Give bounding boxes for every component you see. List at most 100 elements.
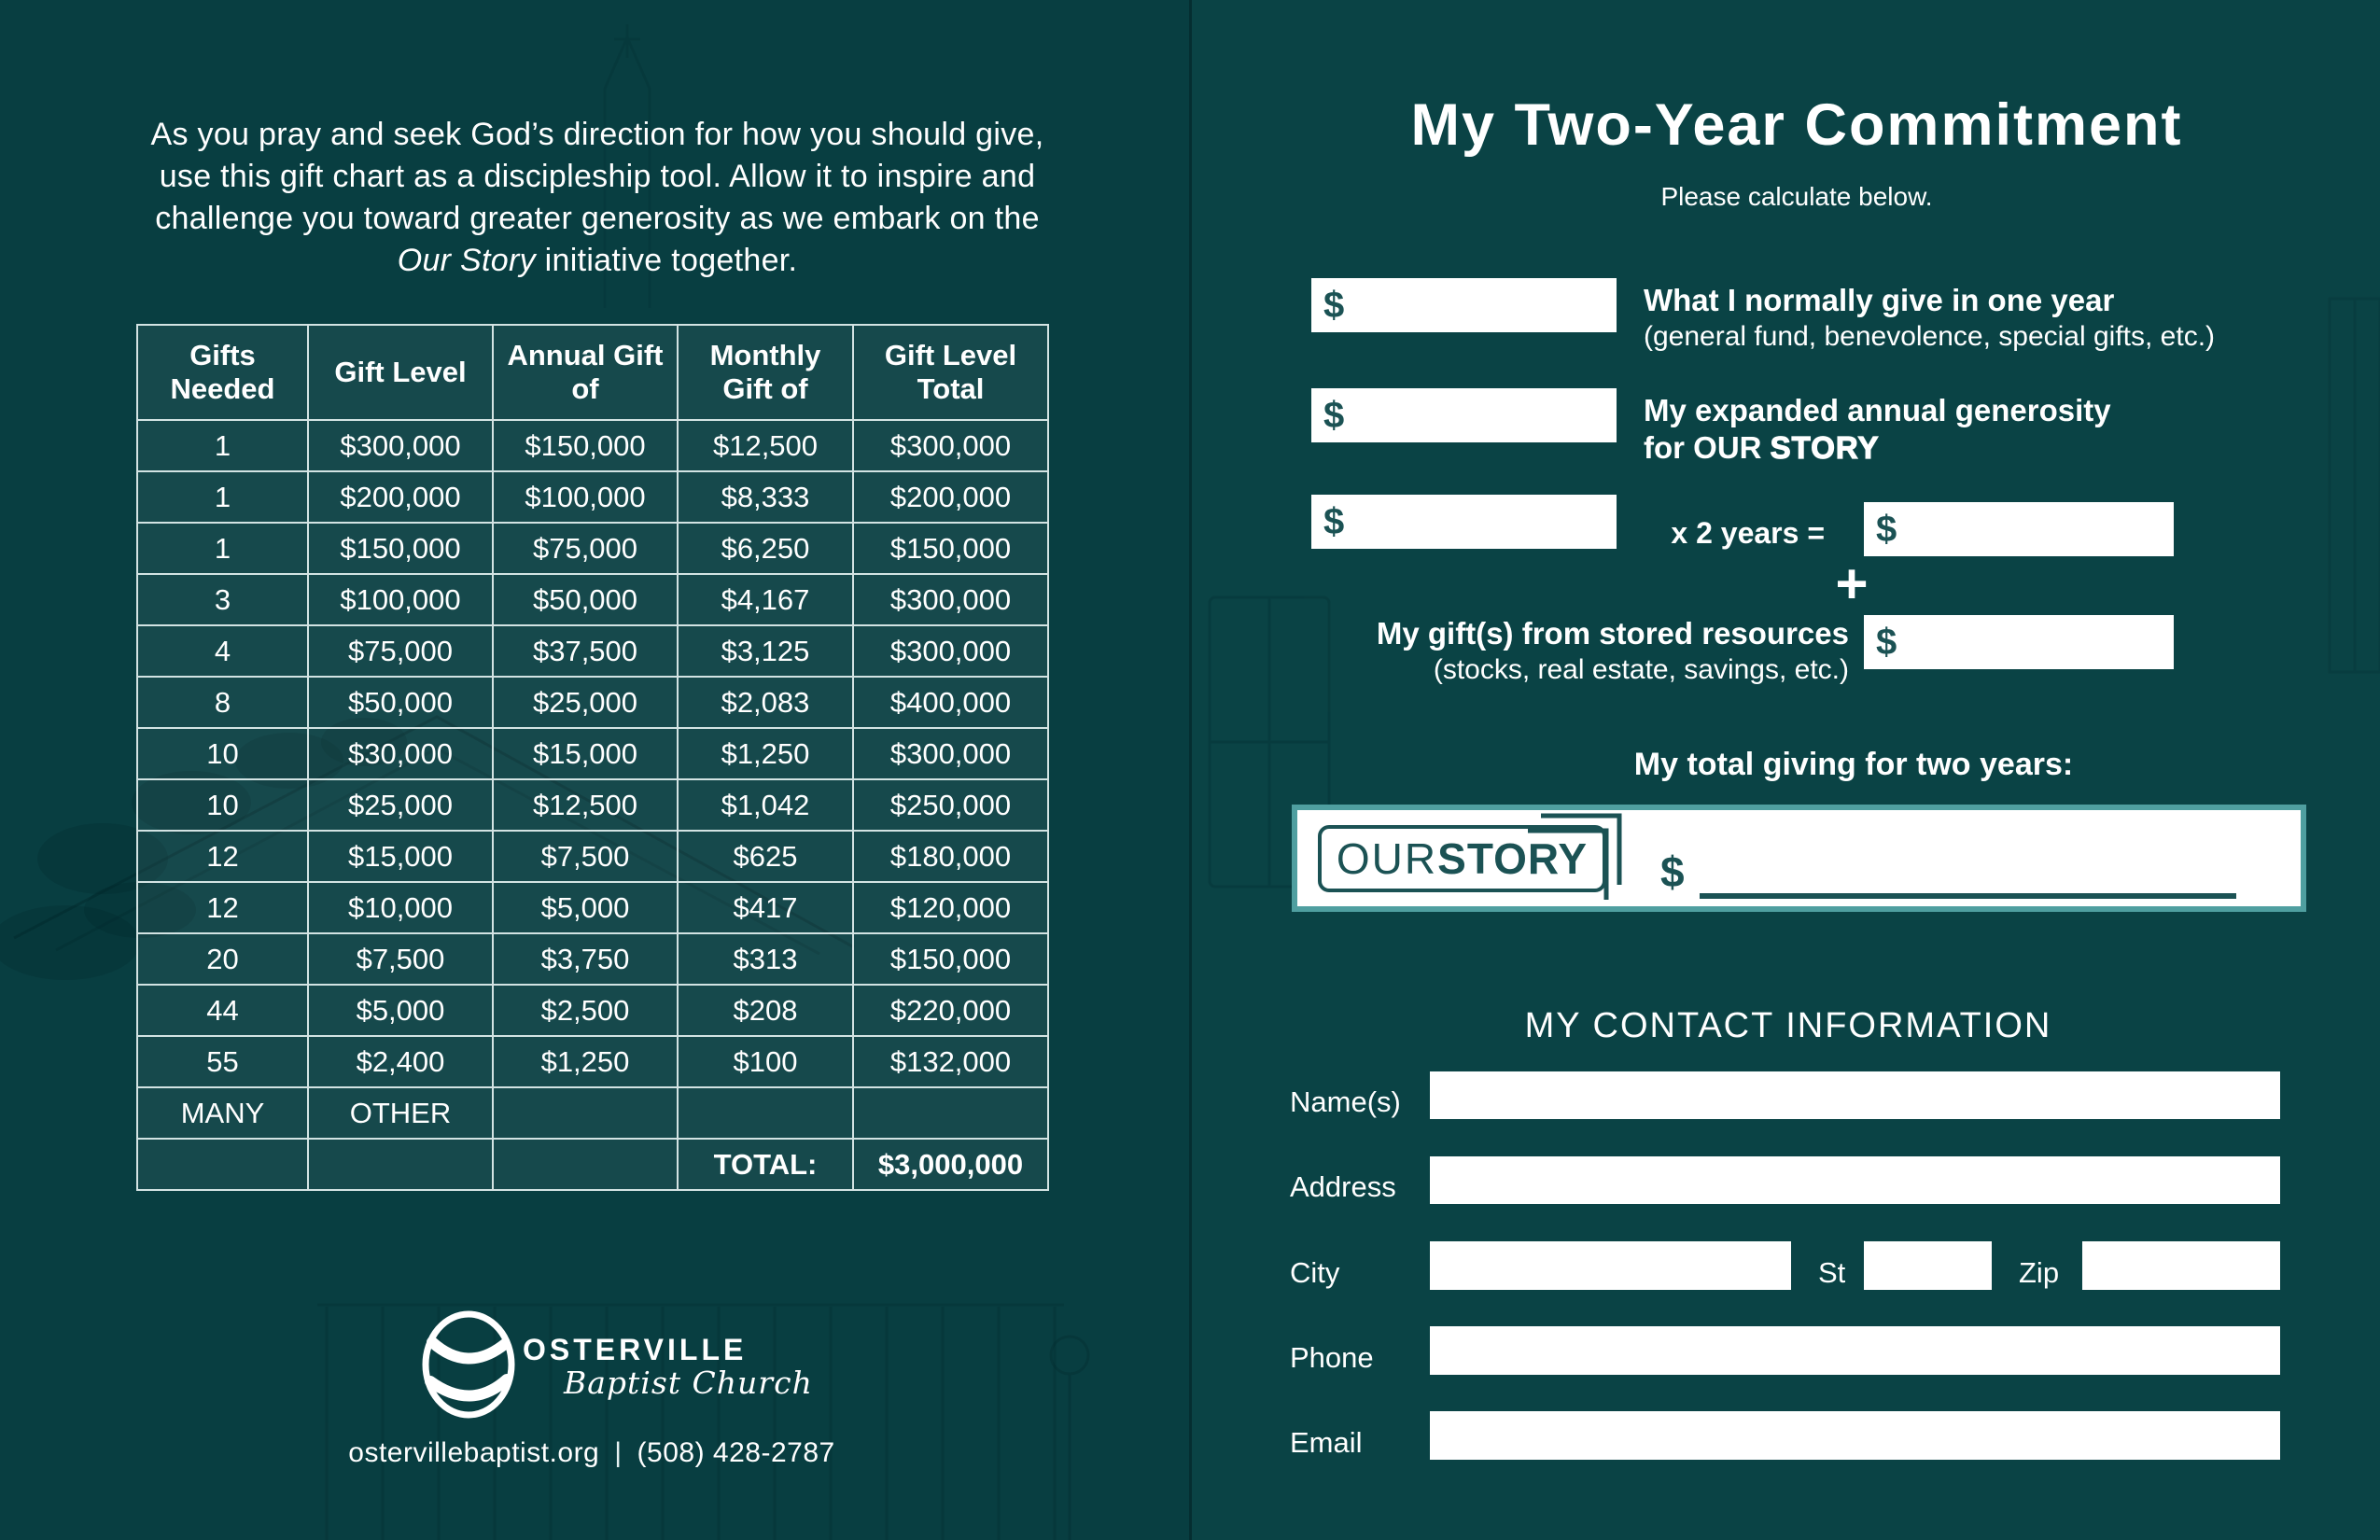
gift-table-row: 1 $300,000 $150,000 $12,500 $300,000 <box>136 419 1049 472</box>
gift-table-cell: $300,000 <box>852 624 1049 678</box>
gift-table-total-row: TOTAL: $3,000,000 <box>136 1138 1049 1191</box>
gift-table-cell: $417 <box>677 881 854 934</box>
label-title-line2: for OUR STORY <box>1644 429 2297 467</box>
gift-table-row: 4 $75,000 $37,500 $3,125 $300,000 <box>136 624 1049 678</box>
gift-table-cell: $150,000 <box>852 932 1049 986</box>
gift-table-row: 1 $150,000 $75,000 $6,250 $150,000 <box>136 522 1049 575</box>
gift-table-cell: $2,500 <box>492 984 679 1037</box>
normal-giving-label: What I normally give in one year (genera… <box>1644 282 2297 354</box>
gift-table-cell: 12 <box>136 830 309 883</box>
intro-paragraph: As you pray and seek God’s direction for… <box>75 114 1120 282</box>
gift-table-cell: 4 <box>136 624 309 678</box>
gift-table-row: 12 $10,000 $5,000 $417 $120,000 <box>136 881 1049 934</box>
gift-table-cell: $300,000 <box>852 419 1049 472</box>
gift-table-cell: $7,500 <box>307 932 494 986</box>
gift-table-cell: $132,000 <box>852 1035 1049 1088</box>
dollar-sign: $ <box>1876 622 1897 663</box>
gift-table-cell: $208 <box>677 984 854 1037</box>
email-field[interactable] <box>1430 1411 2280 1460</box>
gift-table-cell: $625 <box>677 830 854 883</box>
normal-giving-input[interactable] <box>1344 278 1617 332</box>
label-text: for OUR <box>1644 430 1771 465</box>
intro-line: Our Story initiative together. <box>75 240 1120 282</box>
zip-field[interactable] <box>2082 1241 2280 1290</box>
stored-resources-box: $ <box>1864 615 2174 669</box>
page-subtitle: Please calculate below. <box>1660 182 1933 211</box>
name-label: Name(s) <box>1290 1085 1401 1118</box>
contact-information-heading: MY CONTACT INFORMATION <box>1524 1006 2052 1045</box>
gift-table-cell: $4,167 <box>677 573 854 626</box>
name-field[interactable] <box>1430 1071 2280 1119</box>
gift-table-cell: $8,333 <box>677 470 854 524</box>
page-fold-divider <box>1189 0 1192 1540</box>
gift-table-cell: 55 <box>136 1035 309 1088</box>
gift-table-cell: $300,000 <box>307 419 494 472</box>
logo-our-text: OUR <box>1336 833 1438 883</box>
gift-table-cell: $1,250 <box>677 727 854 780</box>
gift-table-cell <box>307 1138 494 1191</box>
gift-table-row: 10 $25,000 $12,500 $1,042 $250,000 <box>136 778 1049 832</box>
two-year-result-input[interactable] <box>1897 502 2174 556</box>
footer-contact-line: ostervillebaptist.org | (508) 428-2787 <box>136 1437 1047 1469</box>
gift-table-cell <box>492 1086 679 1140</box>
gift-table-cell: 44 <box>136 984 309 1037</box>
footer-divider: | <box>614 1437 623 1468</box>
website-link[interactable]: ostervillebaptist.org <box>348 1437 600 1468</box>
gift-table-row: 55 $2,400 $1,250 $100 $132,000 <box>136 1035 1049 1088</box>
page-corner-icon <box>1528 813 1622 900</box>
expanded-generosity-input[interactable] <box>1344 388 1617 442</box>
gift-table-cell: $150,000 <box>492 419 679 472</box>
gift-table-cell: $50,000 <box>492 573 679 626</box>
gift-table-cell: $150,000 <box>852 522 1049 575</box>
gift-table-row: 12 $15,000 $7,500 $625 $180,000 <box>136 830 1049 883</box>
dollar-sign: $ <box>1876 509 1897 550</box>
gift-table-row: 44 $5,000 $2,500 $208 $220,000 <box>136 984 1049 1037</box>
annual-amount-input[interactable] <box>1344 495 1617 549</box>
dollar-sign: $ <box>1660 847 1685 896</box>
gift-table-cell: $5,000 <box>492 881 679 934</box>
our-story-logo: OUR STORY <box>1318 813 1622 900</box>
church-globe-logo-icon <box>422 1310 515 1419</box>
gift-table-row: 10 $30,000 $15,000 $1,250 $300,000 <box>136 727 1049 780</box>
intro-line: As you pray and seek God’s direction for… <box>150 117 1044 152</box>
state-field[interactable] <box>1864 1241 1992 1290</box>
gift-table-row: 3 $100,000 $50,000 $4,167 $300,000 <box>136 573 1049 626</box>
expanded-generosity-label: My expanded annual generosity for OUR ST… <box>1644 392 2297 467</box>
phone-field[interactable] <box>1430 1326 2280 1375</box>
gift-table-header-row: Gifts Needed Gift Level Annual Gift of M… <box>136 324 1049 421</box>
gift-table-cell: 10 <box>136 727 309 780</box>
gift-table-cell: $7,500 <box>492 830 679 883</box>
stored-resources-input[interactable] <box>1897 615 2174 669</box>
gift-table-cell: $200,000 <box>852 470 1049 524</box>
gift-table-cell: $15,000 <box>307 830 494 883</box>
church-tagline: Baptist Church <box>564 1365 813 1401</box>
phone-label: Phone <box>1290 1341 1374 1374</box>
email-label: Email <box>1290 1426 1363 1459</box>
gift-table-cell: $1,250 <box>492 1035 679 1088</box>
gift-table-cell: $25,000 <box>307 778 494 832</box>
col-header-gift-level: Gift Level <box>307 324 494 421</box>
label-note: (stocks, real estate, savings, etc.) <box>1433 654 1849 685</box>
gift-table-cell: $10,000 <box>307 881 494 934</box>
normal-giving-box: $ <box>1311 278 1617 332</box>
gift-table-cell: $180,000 <box>852 830 1049 883</box>
two-year-result-box: $ <box>1864 502 2174 556</box>
address-field[interactable] <box>1430 1156 2280 1204</box>
gift-table-cell: $5,000 <box>307 984 494 1037</box>
city-field[interactable] <box>1430 1241 1791 1290</box>
gift-table-cell: $150,000 <box>307 522 494 575</box>
gift-table-cell <box>136 1138 309 1191</box>
gift-table-cell: $100,000 <box>307 573 494 626</box>
gift-table-cell: $75,000 <box>307 624 494 678</box>
gift-table-cell: $220,000 <box>852 984 1049 1037</box>
gift-table-cell: 1 <box>136 470 309 524</box>
total-giving-input[interactable] <box>1699 832 2236 899</box>
initiative-name: Our Story <box>397 243 536 278</box>
total-value: $3,000,000 <box>852 1138 1049 1191</box>
expanded-generosity-box: $ <box>1311 388 1617 442</box>
gift-table-cell: $2,400 <box>307 1035 494 1088</box>
gift-table-cell: $1,042 <box>677 778 854 832</box>
gift-table-cell: 1 <box>136 522 309 575</box>
our-story-emphasis: STORY <box>1770 429 1880 465</box>
gift-table-cell: $400,000 <box>852 676 1049 729</box>
